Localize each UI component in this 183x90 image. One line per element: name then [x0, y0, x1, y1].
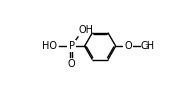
Text: P: P — [68, 41, 74, 51]
Text: OH: OH — [79, 25, 94, 35]
Text: O: O — [124, 41, 132, 51]
Text: 3: 3 — [145, 44, 149, 50]
Text: HO: HO — [42, 41, 57, 51]
Text: CH: CH — [141, 41, 155, 51]
Text: O: O — [68, 59, 75, 69]
